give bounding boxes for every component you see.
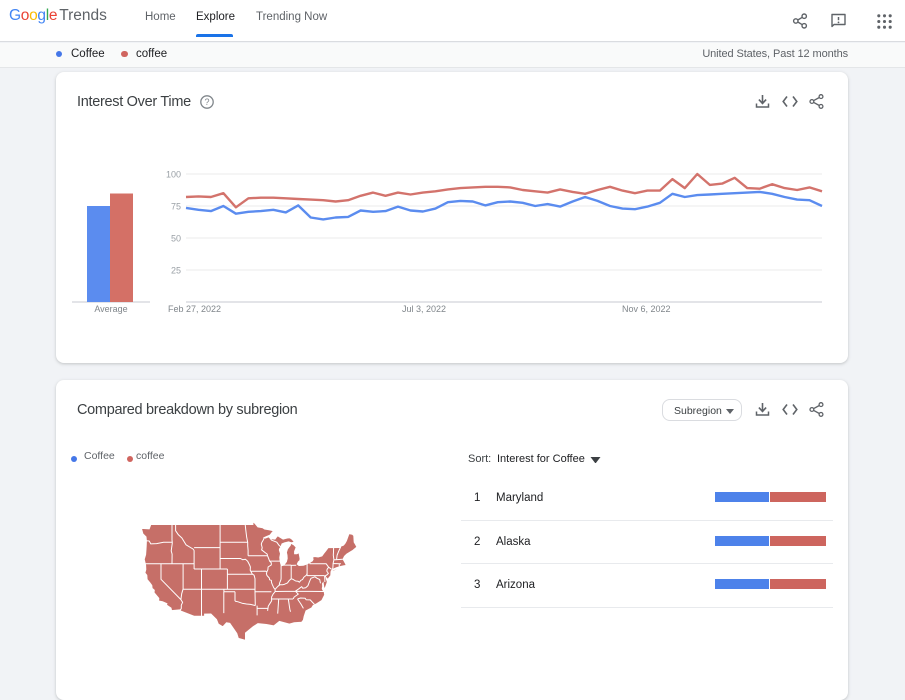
- svg-text:?: ?: [204, 97, 209, 107]
- svg-text:75: 75: [171, 202, 181, 212]
- svg-text:100: 100: [166, 170, 181, 180]
- svg-text:50: 50: [171, 234, 181, 244]
- svg-text:25: 25: [171, 266, 181, 276]
- svg-text:Average: Average: [94, 304, 127, 314]
- svg-text:Nov 6, 2022: Nov 6, 2022: [622, 304, 671, 314]
- svg-text:Feb 27, 2022: Feb 27, 2022: [168, 304, 221, 314]
- svg-text:Jul 3, 2022: Jul 3, 2022: [402, 304, 446, 314]
